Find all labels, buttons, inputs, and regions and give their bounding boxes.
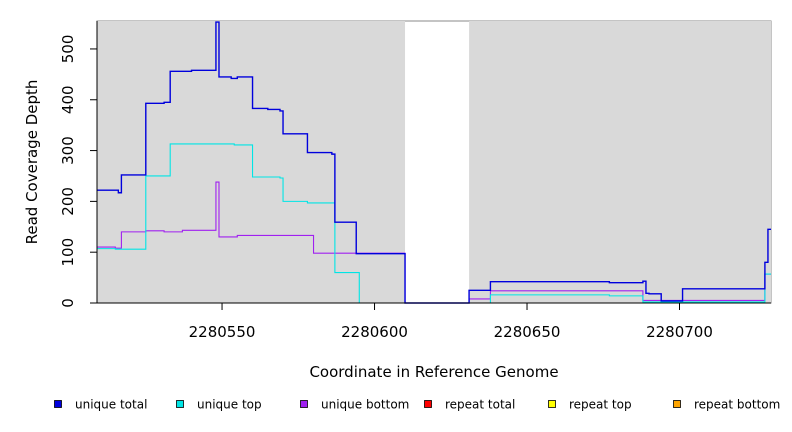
x-tick-label: 2280700 (646, 323, 713, 341)
legend-swatch (176, 400, 184, 408)
legend-label: unique bottom (321, 398, 409, 412)
x-axis: 2280550 2280600 2280650 2280700 (97, 302, 771, 341)
y-axis-title: Read Coverage Depth (23, 80, 41, 245)
series-line-unique-top (97, 143, 771, 304)
y-tick-label: 500 (59, 35, 77, 64)
legend-label: unique top (197, 398, 262, 412)
legend-item-unique-bottom: unique bottom (300, 398, 409, 412)
legend-swatch (300, 400, 308, 408)
series-line-unique-bottom (97, 181, 771, 304)
legend-swatch (673, 400, 681, 408)
y-tick-label: 400 (59, 85, 77, 114)
legend: unique total unique top unique bottom repea… (54, 398, 780, 412)
x-tick-label: 2280550 (189, 323, 256, 341)
x-tick-label: 2280650 (494, 323, 561, 341)
y-axis: 0 100 200 300 400 500 (59, 21, 98, 308)
legend-item-repeat-top: repeat top (548, 398, 632, 412)
legend-label: repeat bottom (694, 398, 780, 412)
legend-swatch (424, 400, 432, 408)
legend-item-repeat-total: repeat total (424, 398, 515, 412)
legend-item-unique-total: unique total (54, 398, 147, 412)
shaded-regions (97, 21, 771, 303)
y-tick-label: 300 (59, 136, 77, 165)
legend-item-repeat-bottom: repeat bottom (673, 398, 780, 412)
x-axis-title: Coordinate in Reference Genome (309, 363, 558, 381)
legend-swatch (548, 400, 556, 408)
legend-swatch (54, 400, 62, 408)
y-tick-label: 0 (59, 298, 77, 308)
legend-label: repeat top (569, 398, 632, 412)
y-tick-label: 200 (59, 187, 77, 216)
x-tick-label: 2280600 (341, 323, 408, 341)
legend-label: repeat total (445, 398, 515, 412)
shaded-region-1 (469, 21, 771, 303)
legend-label: unique total (75, 398, 147, 412)
legend-item-unique-top: unique top (176, 398, 262, 412)
y-tick-label: 100 (59, 238, 77, 267)
series-line-unique-total (97, 21, 771, 304)
shaded-region-0 (97, 21, 406, 303)
